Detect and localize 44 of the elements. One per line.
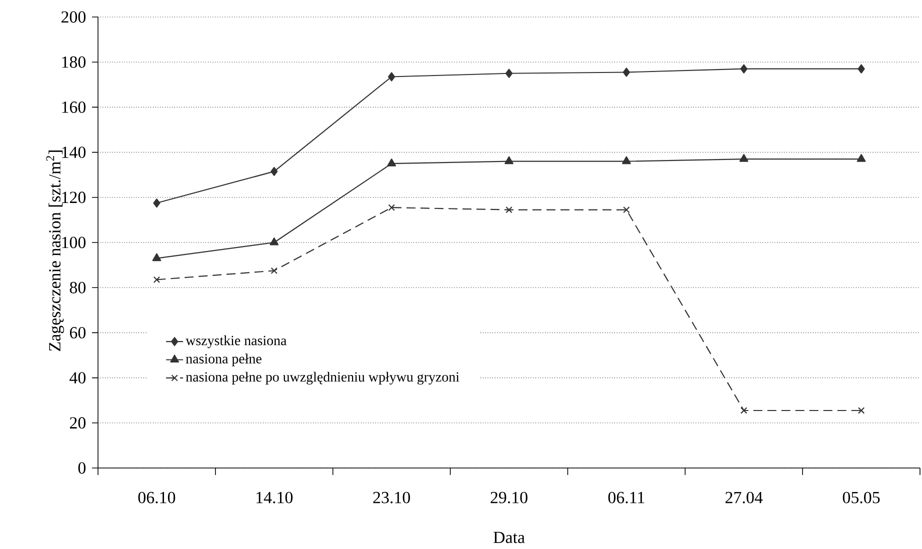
- point: [270, 167, 278, 176]
- y-tick-label: 60: [70, 327, 86, 339]
- x-tick-label: 06.10: [138, 492, 176, 504]
- legend-label: nasiona pełne: [186, 354, 262, 366]
- point: [856, 154, 866, 162]
- point: [623, 206, 630, 214]
- point: [740, 64, 748, 74]
- point: [858, 407, 865, 414]
- y-axis-title: Zagęszczenie nasion [szt./m$^{2}$]: [46, 150, 64, 352]
- point: [152, 253, 162, 262]
- x-tick-label: 23.10: [373, 492, 410, 504]
- point: [388, 204, 395, 212]
- y-tick-label: 180: [62, 56, 86, 68]
- y-tick-label: 0: [78, 462, 86, 474]
- y-tick-label: 40: [70, 372, 86, 384]
- y-tick-label: 100: [62, 236, 86, 248]
- x-tick-label: 29.10: [490, 492, 528, 504]
- legend-label: nasiona pełne po uwzględnieniu wpływu gryzoni: [186, 372, 460, 385]
- legend-label: wszystkie nasiona: [186, 336, 287, 348]
- point: [739, 154, 748, 162]
- x-tick-label: 05.05: [842, 492, 880, 504]
- point: [153, 198, 160, 208]
- point: [387, 158, 396, 166]
- point: [622, 68, 630, 77]
- x-axis-title: Data: [494, 532, 525, 544]
- point: [506, 206, 512, 214]
- point: [504, 156, 514, 164]
- point: [388, 72, 396, 82]
- point: [858, 64, 865, 74]
- point: [270, 238, 279, 246]
- y-tick-label: 140: [62, 146, 86, 158]
- y-tick-label: 80: [70, 282, 86, 294]
- x-tick-label: 14.10: [256, 492, 293, 504]
- point: [622, 156, 631, 164]
- y-tick-label: 20: [70, 417, 86, 429]
- x-tick-label: 06.11: [608, 492, 644, 504]
- point: [270, 267, 278, 274]
- y-tick-label: 160: [62, 102, 86, 114]
- point: [505, 68, 513, 78]
- y-tick-label: 200: [62, 11, 86, 23]
- x-tick-label: 27.04: [726, 492, 763, 504]
- point: [153, 276, 160, 284]
- point: [740, 407, 748, 414]
- y-tick-label: 120: [62, 192, 86, 204]
